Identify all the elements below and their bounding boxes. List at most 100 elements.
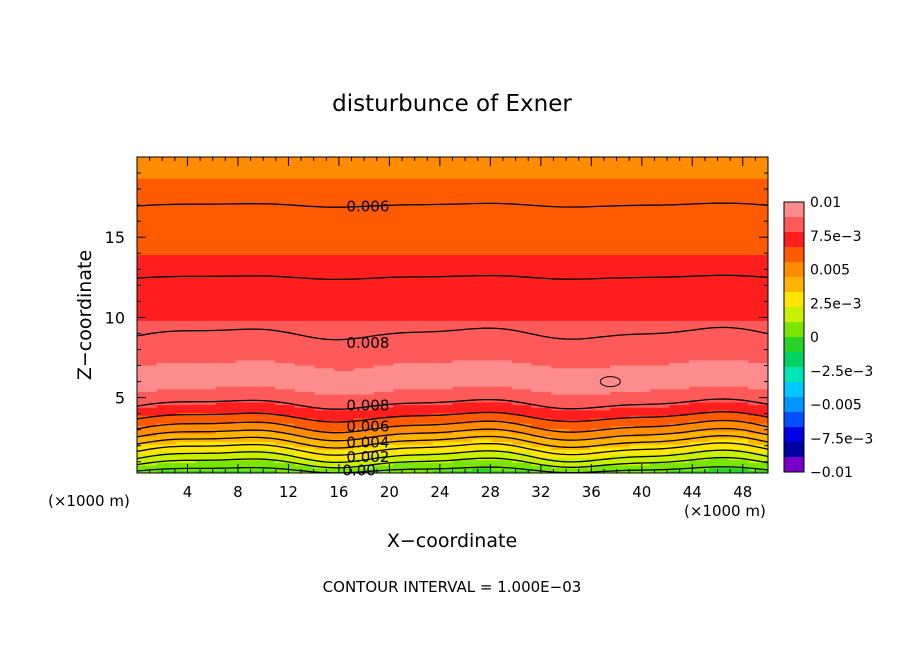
field-cell: [748, 399, 768, 403]
field-cell: [255, 367, 276, 371]
field-cell: [590, 415, 611, 419]
field-cell: [708, 422, 730, 427]
field-cell: [215, 167, 237, 171]
field-cell: [669, 417, 690, 421]
field-cell: [531, 228, 552, 232]
field-cell: [708, 233, 730, 237]
field-cell: [373, 457, 394, 461]
field-cell: [708, 278, 730, 282]
field-cell: [610, 217, 631, 221]
field-cell: [629, 286, 651, 290]
field-cell: [196, 249, 217, 253]
field-cell: [373, 446, 394, 450]
field-cell: [413, 362, 434, 366]
field-cell: [353, 396, 375, 400]
field-cell: [472, 341, 493, 345]
field-cell: [531, 357, 552, 361]
field-cell: [511, 417, 532, 421]
field-cell: [551, 428, 572, 432]
field-cell: [590, 304, 611, 308]
field-cell: [511, 185, 532, 190]
field-cell: [432, 325, 454, 329]
field-cell: [590, 404, 611, 408]
field-cell: [294, 159, 316, 163]
field-cell: [373, 328, 394, 332]
field-cell: [255, 251, 276, 256]
field-cell: [255, 278, 276, 282]
field-cell: [393, 425, 414, 429]
field-cell: [413, 267, 434, 271]
field-cell: [610, 293, 631, 298]
field-cell: [215, 338, 237, 342]
field-cell: [472, 386, 493, 390]
field-cell: [294, 444, 316, 448]
field-cell: [215, 325, 237, 329]
field-cell: [570, 280, 592, 284]
field-cell: [373, 167, 394, 171]
contour-line: [137, 419, 768, 434]
field-cell: [215, 259, 237, 263]
field-cell: [728, 267, 749, 271]
field-cell: [551, 412, 572, 416]
field-cell: [196, 238, 217, 242]
field-cell: [413, 209, 434, 213]
field-cell: [491, 164, 513, 169]
field-cell: [551, 280, 572, 284]
field-cell: [196, 170, 217, 174]
field-cell: [314, 322, 335, 327]
field-cell: [728, 222, 749, 227]
field-cell: [176, 336, 197, 340]
field-cell: [649, 341, 671, 345]
field-cell: [551, 214, 572, 219]
field-cell: [689, 422, 710, 427]
field-cell: [551, 375, 572, 379]
field-cell: [452, 325, 473, 329]
field-cell: [353, 164, 375, 169]
field-cell: [373, 196, 394, 200]
field-cell: [610, 238, 631, 242]
field-cell: [176, 420, 197, 424]
field-cell: [728, 467, 749, 471]
field-cell: [215, 470, 237, 473]
field-cell: [728, 286, 749, 290]
colorbar-swatch: [784, 277, 804, 293]
field-cell: [669, 191, 690, 195]
field-cell: [649, 251, 671, 256]
field-cell: [156, 396, 178, 400]
field-cell: [570, 246, 592, 250]
field-cell: [196, 180, 217, 184]
field-cell: [314, 343, 335, 348]
field-cell: [689, 185, 710, 190]
field-cell: [669, 343, 690, 348]
field-cell: [491, 375, 513, 379]
field-cell: [629, 438, 651, 442]
contour-line: [137, 274, 768, 281]
field-cell: [393, 307, 414, 311]
field-cell: [432, 212, 454, 216]
field-cell: [472, 357, 493, 361]
field-cell: [649, 228, 671, 232]
field-cell: [472, 270, 493, 274]
field-cell: [708, 209, 730, 213]
field-cell: [413, 257, 434, 261]
field-cell: [728, 251, 749, 256]
field-cell: [196, 175, 217, 179]
field-cell: [531, 307, 552, 311]
field-cell: [432, 312, 454, 316]
field-cell: [255, 312, 276, 316]
field-cell: [432, 172, 454, 177]
field-cell: [669, 330, 690, 335]
field-cell: [531, 291, 552, 295]
field-cell: [373, 365, 394, 369]
field-cell: [590, 178, 611, 182]
field-cell: [531, 196, 552, 200]
field-cell: [353, 399, 375, 403]
field-cell: [294, 225, 316, 229]
field-cell: [176, 214, 197, 219]
field-cell: [373, 188, 394, 192]
field-cell: [531, 262, 552, 266]
field-cell: [275, 407, 296, 411]
field-cell: [452, 241, 473, 245]
field-cell: [452, 341, 473, 345]
field-cell: [669, 349, 690, 353]
